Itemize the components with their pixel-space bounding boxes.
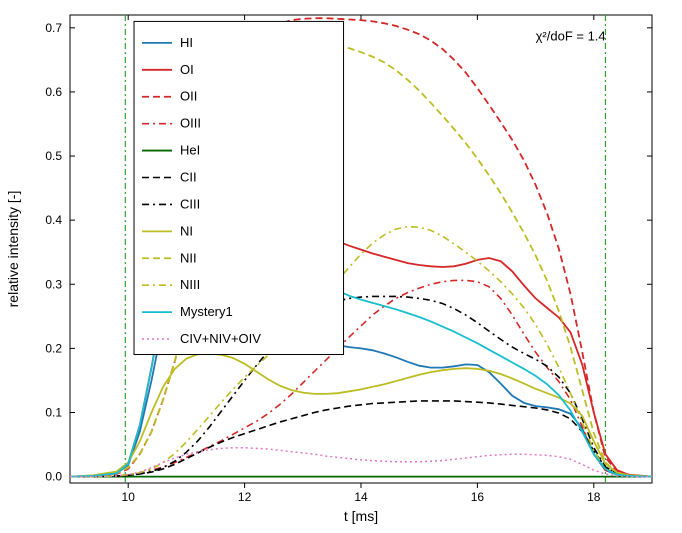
ytick-label: 0.2 — [45, 341, 62, 355]
xtick-label: 14 — [354, 490, 368, 504]
ylabel: relative intensity [-] — [5, 191, 21, 308]
legend-label: Mystery1 — [180, 304, 233, 319]
ytick-label: 0.7 — [45, 21, 62, 35]
legend-label: NII — [180, 250, 197, 265]
legend-label: OIII — [180, 116, 201, 131]
ytick-label: 0.1 — [45, 405, 62, 419]
ytick-label: 0.6 — [45, 85, 62, 99]
legend-label: HI — [180, 35, 193, 50]
legend-label: OI — [180, 62, 194, 77]
line-chart: 10 12 14 16 18 0.0 0.1 0.2 0.3 0.4 0.5 0.6 0.7 t [ms]… — [0, 0, 682, 533]
legend-label: NIII — [180, 277, 200, 292]
legend-label: CII — [180, 170, 197, 185]
legend-label: OII — [180, 89, 197, 104]
legend-label: HeI — [180, 143, 200, 158]
xtick-label: 10 — [122, 490, 136, 504]
xlabel: t [ms] — [344, 508, 378, 524]
chart-container: 10 12 14 16 18 0.0 0.1 0.2 0.3 0.4 0.5 0.6 0.7 t [ms]… — [0, 0, 682, 533]
ytick-label: 0.3 — [45, 277, 62, 291]
ytick-label: 0.0 — [45, 470, 62, 484]
ytick-label: 0.4 — [45, 213, 62, 227]
xtick-label: 18 — [587, 490, 601, 504]
legend-label: CIV+NIV+OIV — [180, 331, 261, 346]
chi2-annotation: χ²/doF = 1.4 — [536, 29, 606, 44]
legend-label: CIII — [180, 196, 200, 211]
xtick-label: 12 — [238, 490, 252, 504]
legend-box — [134, 21, 344, 354]
legend-label: NI — [180, 223, 193, 238]
xtick-label: 16 — [471, 490, 485, 504]
ytick-label: 0.5 — [45, 149, 62, 163]
